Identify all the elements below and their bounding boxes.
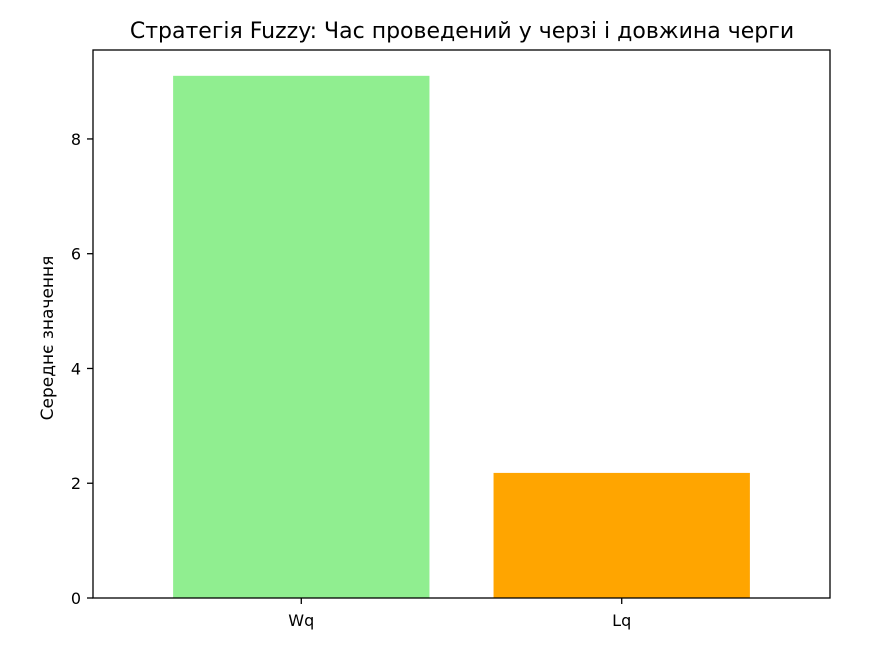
bar-lq bbox=[493, 472, 750, 598]
y-tick-label-4: 4 bbox=[71, 359, 81, 378]
plot-frame bbox=[92, 49, 831, 599]
x-axis: Wq Lq bbox=[288, 598, 631, 630]
x-tick-label-wq: Wq bbox=[288, 611, 314, 630]
x-tick-label-lq: Lq bbox=[612, 611, 631, 630]
bars-group bbox=[173, 75, 750, 598]
bar-wq bbox=[173, 75, 430, 598]
y-axis: 0 2 4 6 8 bbox=[71, 130, 93, 608]
y-tick-label-8: 8 bbox=[71, 130, 81, 149]
chart-title: Стратегія Fuzzy: Час проведений у черзі … bbox=[130, 19, 794, 44]
y-tick-label-0: 0 bbox=[71, 589, 81, 608]
y-tick-label-6: 6 bbox=[71, 245, 81, 264]
y-tick-label-2: 2 bbox=[71, 474, 81, 493]
y-axis-label: Середнє значення bbox=[38, 256, 58, 421]
